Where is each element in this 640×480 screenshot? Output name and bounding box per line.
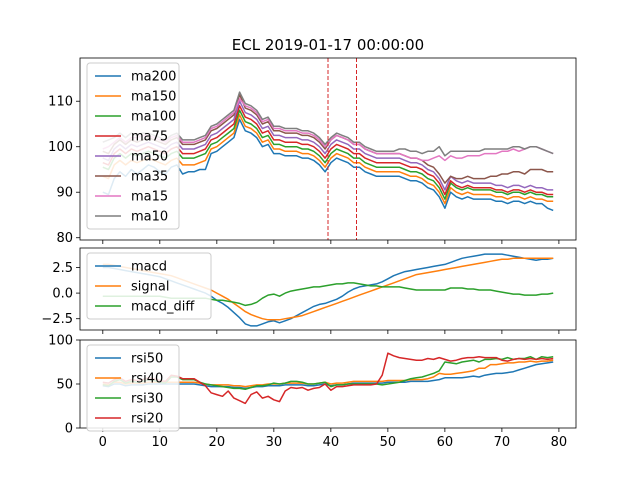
x-tick-label: 40 [323, 435, 340, 450]
y-tick-label: 2.5 [52, 261, 73, 276]
chart-panel-2: −2.5 0.0 2.5 macd signal macd_diff [41, 247, 577, 334]
y-tick-label: 0 [65, 422, 73, 437]
chart-panel-3: 0 10 20 30 40 50 60 70 80050100rsi50rsi40rsi30rs… [48, 334, 577, 450]
legend-label-ma10: ma10 [131, 210, 168, 225]
legend-label-ma100: ma100 [131, 110, 176, 125]
legend-label-signal: signal [131, 280, 169, 295]
legend-label-macd_diff: macd_diff [131, 300, 195, 315]
legend: macd signal macd_diff [86, 252, 212, 320]
chart-panels: 8090100110ma200ma150ma100ma75ma50ma35ma1… [41, 57, 577, 450]
legend: ma200 ma150 ma100 ma75 ma50 ma35 ma15 ma10 [86, 62, 180, 230]
figure-title: ECL 2019-01-17 00:00:00 [232, 36, 424, 54]
x-tick-label: 10 [152, 435, 169, 450]
legend-label-rsi20: rsi20 [131, 412, 163, 427]
legend: rsi50 rsi40 rsi30 rsi20 [86, 344, 180, 432]
legend-label-ma150: ma150 [131, 90, 176, 105]
legend-label-ma35: ma35 [131, 170, 168, 185]
legend-label-rsi50: rsi50 [131, 352, 163, 367]
y-tick-label: −2.5 [41, 312, 73, 327]
y-tick-label: 80 [56, 231, 73, 246]
y-tick-label: 50 [56, 378, 73, 393]
legend-label-ma200: ma200 [131, 70, 176, 85]
y-tick-label: 0.0 [52, 287, 73, 302]
x-tick-label: 0 [99, 435, 107, 450]
legend-label-rsi30: rsi30 [131, 392, 163, 407]
x-tick-label: 80 [551, 435, 568, 450]
legend-box [86, 252, 212, 320]
chart-panel-1: 80 90 100 110 ma200 ma150 ma100 ma75 ma50 ma35 ma1… [48, 57, 577, 246]
legend-box [86, 344, 180, 432]
legend-box [86, 62, 180, 230]
y-tick-label: 100 [48, 334, 73, 349]
y-tick-label: 90 [56, 186, 73, 201]
x-tick-label: 50 [380, 435, 397, 450]
y-tick-label: 100 [48, 140, 73, 155]
axes-frame [79, 247, 577, 331]
x-tick-label: 20 [209, 435, 226, 450]
axes-frame [79, 57, 577, 241]
y-tick-label: 110 [48, 95, 73, 110]
x-tick-label: 70 [494, 435, 511, 450]
legend-label-ma75: ma75 [131, 130, 168, 145]
x-tick-label: 30 [266, 435, 283, 450]
legend-label-ma50: ma50 [131, 150, 168, 165]
legend-label-rsi40: rsi40 [131, 372, 163, 387]
legend-label-ma15: ma15 [131, 190, 168, 205]
legend-label-macd: macd [131, 260, 167, 275]
x-tick-label: 60 [437, 435, 454, 450]
